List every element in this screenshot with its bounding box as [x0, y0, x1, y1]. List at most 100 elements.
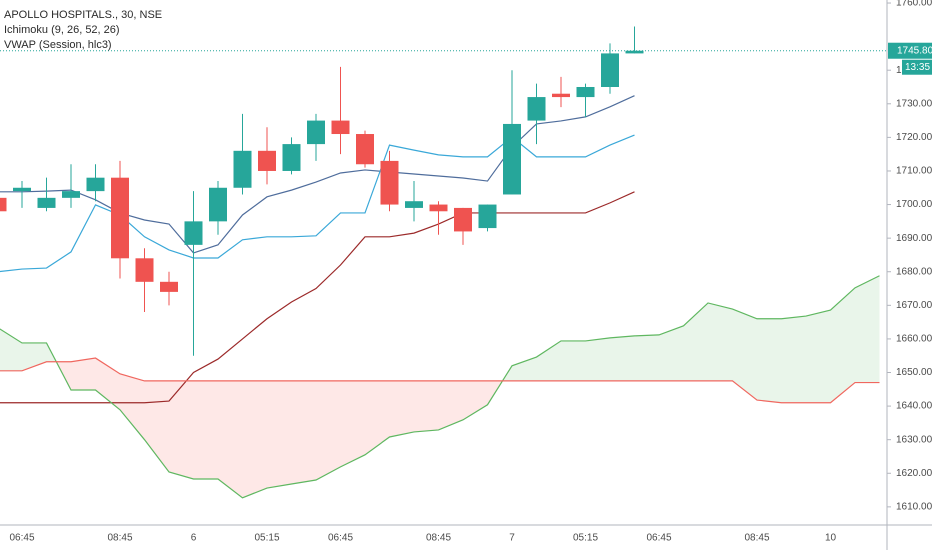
cloud-fill — [340, 380, 365, 467]
candle-body — [258, 150, 276, 171]
candle-body — [478, 204, 497, 229]
cloud-fill — [438, 380, 463, 430]
candle-body — [233, 150, 252, 188]
cloud-fill — [732, 309, 757, 401]
cloud-fill — [95, 358, 120, 410]
candle-body — [625, 50, 644, 54]
y-tick-label: 1700.00 — [896, 199, 932, 210]
cloud-fill — [267, 380, 292, 489]
y-tick-label: 1690.00 — [896, 233, 932, 244]
y-tick-label: 1610.00 — [896, 502, 932, 513]
indicator-legend: VWAP (Session, hlc3) — [4, 39, 112, 51]
cloud-fill — [610, 335, 635, 381]
indicator-line — [0, 275, 880, 499]
candle-body — [576, 86, 595, 98]
x-tick-label: 08:45 — [744, 533, 769, 544]
cloud-fill — [120, 373, 145, 440]
candle-body — [429, 204, 448, 212]
y-tick-label: 1730.00 — [896, 98, 932, 109]
candle-body — [503, 123, 521, 195]
candle-body — [356, 134, 374, 165]
cloud-fill — [536, 340, 561, 381]
candle-body — [160, 281, 178, 292]
candle-body — [527, 97, 546, 121]
y-tick-label: 1720.00 — [896, 132, 932, 143]
cloud-fill — [144, 380, 169, 472]
x-tick-label: 08:45 — [107, 533, 132, 544]
countdown-label: 13:35 — [905, 62, 930, 73]
candle-body — [209, 187, 227, 222]
x-tick-label: 06:45 — [328, 533, 353, 544]
cloud-fill — [169, 380, 194, 479]
x-tick-label: 05:15 — [254, 533, 279, 544]
cloud-fill — [561, 340, 586, 381]
x-tick-label: 06:45 — [9, 533, 34, 544]
candle-body — [307, 120, 325, 145]
y-tick-label: 1620.00 — [896, 468, 932, 479]
y-tick-label: 1710.00 — [896, 166, 932, 177]
chart-title: APOLLO HOSPITALS., 30, NSE — [4, 9, 162, 21]
y-tick-label: 1650.00 — [896, 367, 932, 378]
cloud-fill — [659, 325, 684, 381]
candle-body — [62, 191, 80, 198]
countdown-box — [902, 59, 932, 75]
y-tick-label: 1660.00 — [896, 334, 932, 345]
cloud-fill — [708, 302, 733, 381]
y-tick-label: 1760.00 — [896, 0, 932, 9]
last-price-box — [888, 42, 932, 59]
cloud-fill — [855, 275, 880, 383]
candle-body — [184, 221, 203, 245]
candle-body — [331, 120, 350, 135]
plot-area — [0, 26, 887, 499]
indicator-line — [0, 357, 880, 404]
y-tick-label: 1640.00 — [896, 401, 932, 412]
indicator-line — [0, 191, 635, 404]
x-tick-label: 6 — [191, 533, 197, 544]
cloud-fill — [291, 380, 316, 485]
candle-body — [0, 197, 7, 212]
candle-body — [552, 93, 570, 98]
candle-body — [37, 197, 56, 208]
last-price-label: 1745.80 — [897, 45, 932, 56]
candle-body — [405, 201, 423, 208]
x-tick-label: 08:45 — [426, 533, 451, 544]
cloud-fill — [512, 357, 537, 381]
candle-body — [601, 53, 619, 87]
candle-body — [282, 144, 301, 171]
indicator-line — [0, 134, 635, 273]
candle-body — [380, 160, 399, 205]
cloud-fill — [316, 380, 341, 480]
candle-body — [13, 187, 31, 192]
x-tick-label: 10 — [825, 533, 837, 544]
candle-body — [454, 207, 472, 232]
candle-body — [86, 177, 105, 192]
cloud-fill — [0, 329, 22, 371]
x-tick-label: 05:15 — [573, 533, 598, 544]
candle-body — [111, 177, 129, 259]
y-tick-label: 1670.00 — [896, 300, 932, 311]
indicator-line — [0, 95, 635, 254]
x-tick-label: 06:45 — [646, 533, 671, 544]
indicator-legend: Ichimoku (9, 26, 52, 26) — [4, 24, 120, 36]
cloud-fill — [683, 302, 708, 381]
cloud-fill — [71, 358, 96, 390]
cloud-fill — [806, 310, 831, 403]
x-tick-label: 7 — [509, 533, 515, 544]
cloud-fill — [193, 380, 218, 479]
cloud-fill — [634, 334, 659, 381]
cloud-fill — [463, 380, 488, 420]
candle-body — [135, 258, 154, 282]
cloud-fill — [218, 380, 243, 498]
cloud-fill — [830, 287, 855, 403]
cloud-fill — [781, 316, 806, 403]
cloud-fill — [414, 380, 439, 432]
axes: 1610.00 1620.00 1630.00 1640.00 1650.00 1660.… — [9, 0, 932, 544]
cloud-fill — [242, 380, 267, 498]
y-tick-label: 1630.00 — [896, 434, 932, 445]
cloud-fill — [585, 337, 610, 381]
cloud-fill — [757, 318, 782, 403]
cloud-fill — [389, 380, 414, 437]
cloud-fill — [365, 380, 390, 455]
y-tick-label: 1680.00 — [896, 266, 932, 277]
